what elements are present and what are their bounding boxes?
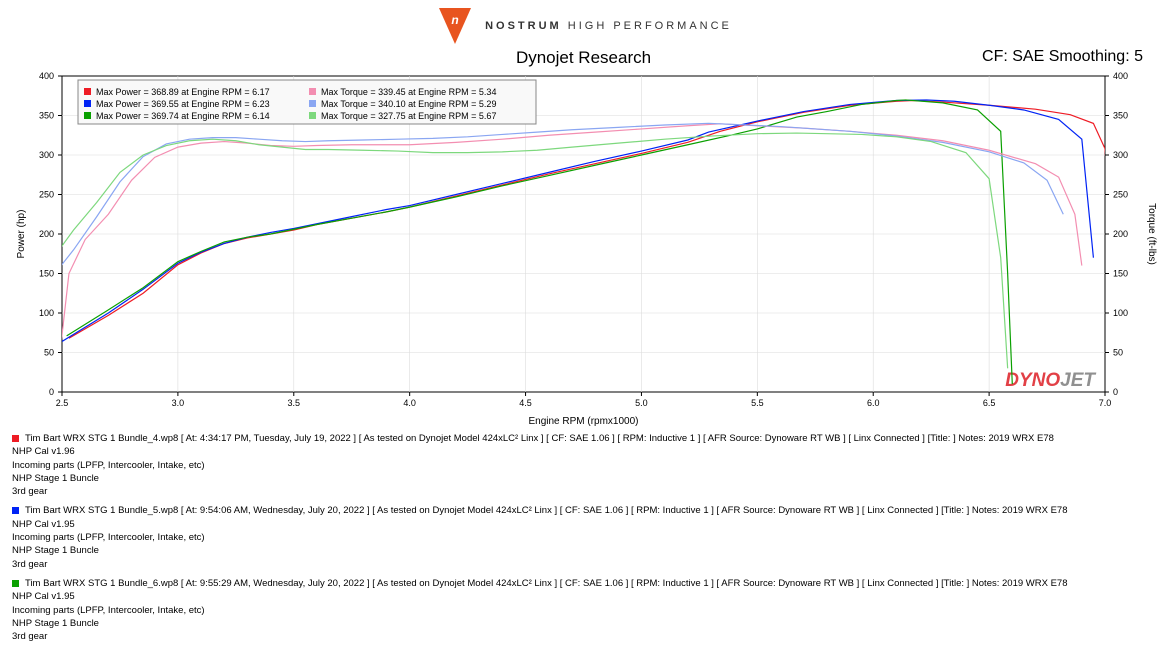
- legend-entry: Max Torque = 340.10 at Engine RPM = 5.29: [321, 99, 496, 109]
- run-swatch-icon: [12, 507, 19, 514]
- chart-container: 0 0 50 50 100 100 150 150 200 200 250 250 300 300 350 3…: [8, 70, 1159, 428]
- brand-header: n NOSTRUM HIGH PERFORMANCE: [0, 0, 1167, 48]
- y-tick-right: 350: [1113, 111, 1128, 121]
- y-axis-label-right: Torque (ft-lbs): [1146, 203, 1157, 265]
- run-note-block: Tim Bart WRX STG 1 Bundle_6.wp8 [ At: 9:…: [12, 577, 1155, 643]
- x-tick: 5.0: [635, 398, 648, 408]
- run-note-title: Tim Bart WRX STG 1 Bundle_4.wp8 [ At: 4:…: [25, 433, 1054, 444]
- run-note-block: Tim Bart WRX STG 1 Bundle_5.wp8 [ At: 9:…: [12, 504, 1155, 570]
- x-tick: 5.5: [751, 398, 764, 408]
- y-tick-left: 400: [39, 71, 54, 81]
- x-tick: 6.5: [983, 398, 996, 408]
- run-note-line: NHP Cal v1.95: [12, 518, 1155, 531]
- legend-entry: Max Power = 368.89 at Engine RPM = 6.17: [96, 87, 270, 97]
- x-tick: 6.0: [867, 398, 880, 408]
- run-note-line: Incoming parts (LPFP, Intercooler, Intak…: [12, 604, 1155, 617]
- run-note-line: Incoming parts (LPFP, Intercooler, Intak…: [12, 459, 1155, 472]
- run-note-line: NHP Stage 1 Buncle: [12, 472, 1155, 485]
- legend-swatch: [309, 112, 316, 119]
- y-tick-right: 50: [1113, 348, 1123, 358]
- run-note-title: Tim Bart WRX STG 1 Bundle_6.wp8 [ At: 9:…: [25, 578, 1068, 589]
- legend-swatch: [84, 112, 91, 119]
- y-tick-left: 300: [39, 150, 54, 160]
- run-note-header: Tim Bart WRX STG 1 Bundle_5.wp8 [ At: 9:…: [12, 504, 1155, 517]
- x-tick: 4.5: [519, 398, 532, 408]
- legend-entry: Max Torque = 327.75 at Engine RPM = 5.67: [321, 111, 496, 121]
- run-note-line: NHP Cal v1.95: [12, 590, 1155, 603]
- run-note-line: NHP Cal v1.96: [12, 445, 1155, 458]
- page-root: n NOSTRUM HIGH PERFORMANCE Dynojet Resea…: [0, 0, 1167, 656]
- run-note-line: NHP Stage 1 Buncle: [12, 544, 1155, 557]
- y-tick-left: 250: [39, 190, 54, 200]
- brand-text-light: HIGH PERFORMANCE: [568, 20, 732, 32]
- legend-swatch: [309, 88, 316, 95]
- y-tick-right: 200: [1113, 229, 1128, 239]
- x-tick: 3.5: [288, 398, 301, 408]
- x-tick: 3.0: [172, 398, 185, 408]
- nostrum-logo-icon: n: [435, 6, 475, 46]
- title-row: Dynojet Research CF: SAE Smoothing: 5: [0, 48, 1167, 66]
- y-tick-left: 0: [49, 387, 54, 397]
- y-tick-right: 0: [1113, 387, 1118, 397]
- x-tick: 2.5: [56, 398, 69, 408]
- legend-entry: Max Torque = 339.45 at Engine RPM = 5.34: [321, 87, 496, 97]
- run-note-line: 3rd gear: [12, 630, 1155, 643]
- run-note-title: Tim Bart WRX STG 1 Bundle_5.wp8 [ At: 9:…: [25, 505, 1068, 516]
- legend-swatch: [84, 100, 91, 107]
- legend-swatch: [84, 88, 91, 95]
- run-note-line: Incoming parts (LPFP, Intercooler, Intak…: [12, 531, 1155, 544]
- brand-text: NOSTRUM HIGH PERFORMANCE: [485, 20, 732, 32]
- x-axis-label: Engine RPM (rpmx1000): [528, 416, 638, 427]
- y-tick-right: 250: [1113, 190, 1128, 200]
- chart-title: Dynojet Research: [0, 48, 1167, 68]
- x-tick: 4.0: [403, 398, 416, 408]
- y-tick-left: 150: [39, 269, 54, 279]
- y-tick-left: 100: [39, 308, 54, 318]
- run-swatch-icon: [12, 435, 19, 442]
- run-note-line: NHP Stage 1 Buncle: [12, 617, 1155, 630]
- run-note-header: Tim Bart WRX STG 1 Bundle_6.wp8 [ At: 9:…: [12, 577, 1155, 590]
- y-tick-right: 150: [1113, 269, 1128, 279]
- legend-entry: Max Power = 369.74 at Engine RPM = 6.14: [96, 111, 270, 121]
- y-tick-right: 400: [1113, 71, 1128, 81]
- y-tick-left: 350: [39, 111, 54, 121]
- legend-swatch: [309, 100, 316, 107]
- y-axis-label-left: Power (hp): [16, 210, 27, 259]
- legend-entry: Max Power = 369.55 at Engine RPM = 6.23: [96, 99, 270, 109]
- brand-text-strong: NOSTRUM: [485, 20, 562, 32]
- y-tick-left: 50: [44, 348, 54, 358]
- dyno-chart: 0 0 50 50 100 100 150 150 200 200 250 250 300 300 350 3…: [8, 70, 1159, 428]
- run-note-line: 3rd gear: [12, 485, 1155, 498]
- run-note-header: Tim Bart WRX STG 1 Bundle_4.wp8 [ At: 4:…: [12, 432, 1155, 445]
- dynojet-watermark: DYNOJET: [1005, 370, 1096, 391]
- x-tick: 7.0: [1099, 398, 1112, 408]
- svg-text:n: n: [451, 13, 458, 27]
- run-note-block: Tim Bart WRX STG 1 Bundle_4.wp8 [ At: 4:…: [12, 432, 1155, 498]
- run-notes-section: Tim Bart WRX STG 1 Bundle_4.wp8 [ At: 4:…: [0, 428, 1167, 643]
- y-tick-right: 300: [1113, 150, 1128, 160]
- y-tick-right: 100: [1113, 308, 1128, 318]
- y-tick-left: 200: [39, 229, 54, 239]
- run-note-line: 3rd gear: [12, 558, 1155, 571]
- run-swatch-icon: [12, 580, 19, 587]
